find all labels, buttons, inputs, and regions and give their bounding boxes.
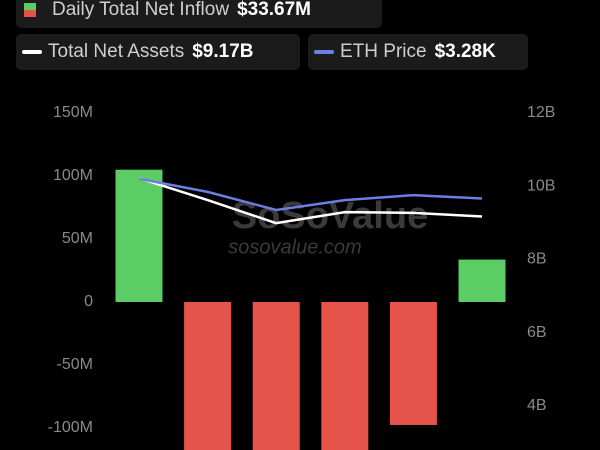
watermark-url: sosovalue.com [228,236,361,258]
y2-tick-label: 4B [527,397,547,414]
legend-text: Daily Total Net Inflow $33.67M [52,0,311,20]
y2-tick-label: 8B [527,251,547,268]
legend-value: $33.67M [237,0,311,20]
legend-label: ETH Price [340,41,427,62]
bar [389,302,437,425]
y-tick-label: -100M [48,419,93,436]
line [138,177,483,212]
y-tick-label: 50M [62,230,93,247]
legend-text: ETH Price $3.28K [340,41,496,62]
y-tick-label: -50M [57,356,93,373]
bar [321,302,369,450]
y2-tick-label: 10B [527,177,555,194]
bar [458,259,506,302]
legend-chip [308,34,528,70]
bar [252,302,300,450]
y2-tick-label: 6B [527,324,547,341]
bar [115,169,163,302]
legend-item: Total Net Assets $9.17B [16,34,300,70]
legend-chip [16,34,300,70]
legend-icon [24,3,36,10]
legend-item: ETH Price $3.28K [308,34,528,70]
legend-icon [24,10,36,17]
legend-label: Total Net Assets [48,41,184,62]
y-tick-label: 150M [53,104,93,121]
legend-label: Daily Total Net Inflow [52,0,229,20]
bar [184,302,232,450]
y2-tick-label: 12B [527,104,555,121]
legend-value: $9.17B [192,41,253,62]
y-tick-label: 0 [84,293,93,310]
line [138,176,483,225]
y-tick-label: 100M [53,167,93,184]
legend-chip [16,0,382,28]
legend-item: Daily Total Net Inflow $33.67M [16,0,382,28]
legend-value: $3.28K [435,41,497,62]
legend-text: Total Net Assets $9.17B [48,41,254,62]
